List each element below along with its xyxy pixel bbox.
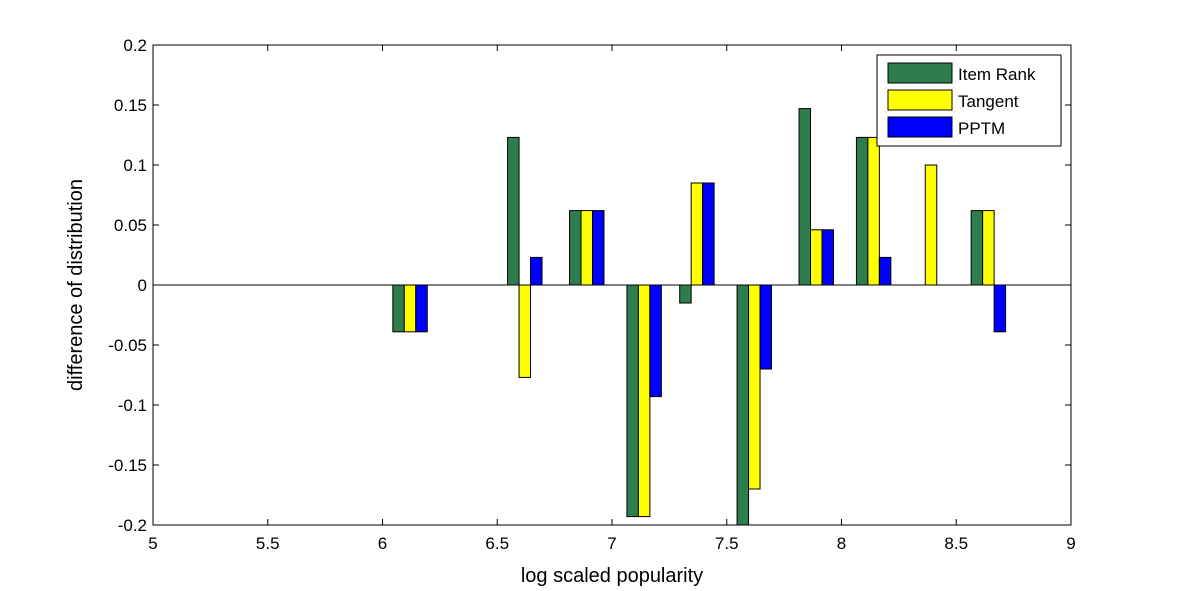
bar-item-rank-3 [626, 284, 639, 518]
bar-pptm-2 [591, 210, 605, 286]
bar-item-rank-7 [855, 136, 869, 286]
bar-tangent-2 [580, 210, 594, 286]
bar-tangent-4 [690, 182, 704, 286]
bar-pptm-3 [649, 284, 662, 398]
bar-tangent-1 [518, 284, 532, 378]
x-tick-label: 8 [837, 534, 846, 553]
x-tick-label: 9 [1066, 534, 1075, 553]
y-axis-ticks: -0.2 -0.15 -0.1 -0.05 0 0.05 0.1 0.15 0.2 [108, 36, 1071, 535]
legend-label: Item Rank [958, 65, 1036, 84]
bar-tangent-0 [403, 284, 417, 333]
legend-label: Tangent [958, 92, 1019, 111]
legend-swatch [887, 89, 953, 111]
bar-tangent-9 [982, 210, 995, 286]
bar-item-rank-4 [679, 284, 692, 304]
x-axis-title: log scaled popularity [521, 565, 703, 587]
y-axis-title: difference of distribution [65, 179, 87, 391]
legend-swatch [887, 116, 953, 138]
y-tick-label: -0.1 [118, 396, 147, 415]
bar-pptm-0 [415, 284, 428, 333]
bar-item-rank-2 [569, 210, 582, 286]
x-tick-label: 5.5 [256, 534, 280, 553]
y-tick-label: 0.2 [123, 36, 147, 55]
bar-item-rank-1 [507, 136, 520, 286]
bar-tangent-6 [810, 229, 823, 286]
x-tick-label: 6 [378, 534, 387, 553]
legend: Item Rank Tangent PPTM [876, 54, 1062, 147]
bar-tangent-7 [867, 136, 880, 286]
x-tick-label: 7 [607, 534, 616, 553]
bar-item-rank-6 [798, 108, 812, 286]
x-tick-label: 7.5 [715, 534, 739, 553]
y-tick-label: 0.1 [123, 156, 147, 175]
bar-pptm-5 [759, 284, 773, 370]
bar-tangent-3 [637, 284, 651, 518]
y-tick-label: -0.15 [108, 456, 147, 475]
y-tick-label: 0 [138, 276, 147, 295]
legend-label: PPTM [958, 119, 1005, 138]
bar-tangent-5 [748, 284, 761, 490]
x-tick-label: 8.5 [944, 534, 968, 553]
x-tick-label: 6.5 [485, 534, 509, 553]
legend-swatch [887, 62, 953, 84]
y-tick-label: 0.15 [114, 96, 147, 115]
y-tick-label: -0.2 [118, 516, 147, 535]
bar-item-rank-0 [392, 284, 405, 333]
bar-item-rank-5 [736, 284, 750, 526]
x-axis-ticks: 5 5.5 6 6.5 7 7.5 8 8.5 9 [148, 45, 1076, 553]
x-tick-label: 5 [148, 534, 157, 553]
bar-pptm-1 [530, 256, 543, 286]
bar-pptm-9 [993, 284, 1007, 333]
y-tick-label: -0.05 [108, 336, 147, 355]
bar-pptm-7 [878, 256, 892, 286]
bar-item-rank-9 [970, 210, 984, 286]
bars-layer [392, 108, 1007, 526]
y-tick-label: 0.05 [114, 216, 147, 235]
bar-pptm-6 [821, 229, 834, 286]
bar-tangent-8 [924, 164, 938, 286]
bar-pptm-4 [702, 182, 715, 286]
